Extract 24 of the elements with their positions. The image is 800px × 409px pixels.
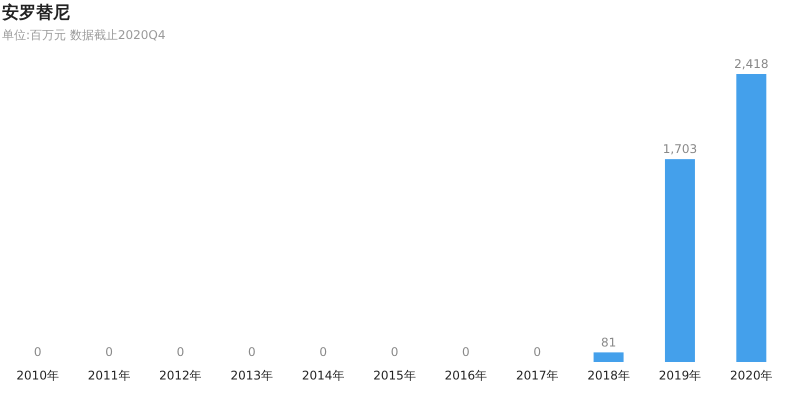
x-tick-label: 2019年 — [658, 368, 702, 382]
x-tick-label: 2011年 — [88, 368, 130, 382]
x-tick-label: 2010年 — [16, 368, 59, 382]
data-label: 0 — [319, 345, 327, 359]
data-label: 0 — [248, 345, 256, 359]
data-label: 0 — [390, 345, 398, 359]
x-tick-label: 2012年 — [159, 368, 202, 382]
x-tick-label: 2020年 — [730, 368, 773, 382]
data-label: 0 — [462, 345, 470, 359]
x-tick-label: 2018年 — [587, 368, 630, 382]
x-tick-label: 2016年 — [444, 368, 488, 382]
chart-title: 安罗替尼 — [2, 3, 70, 23]
x-tick-label: 2015年 — [373, 368, 416, 382]
data-label: 0 — [176, 345, 184, 359]
data-label: 2,418 — [734, 57, 768, 71]
data-label: 0 — [533, 345, 542, 359]
data-label: 81 — [600, 335, 616, 350]
data-label: 0 — [34, 345, 42, 359]
x-tick-label: 2017年 — [516, 368, 558, 382]
x-tick-label: 2014年 — [302, 368, 344, 382]
data-label: 1,703 — [662, 142, 698, 156]
chart-subtitle: 单位:百万元 数据截止2020Q4 — [2, 28, 166, 42]
data-label: 0 — [105, 345, 113, 359]
x-tick-label: 2013年 — [230, 368, 274, 382]
